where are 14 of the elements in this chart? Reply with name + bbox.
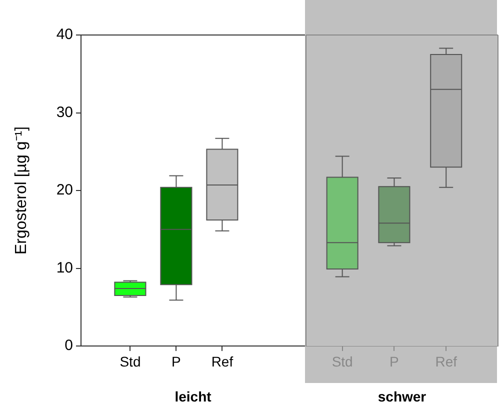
x-tick-label: Ref [211,353,234,370]
y-axis-title: Ergosterol [µg g⁻¹] [13,126,30,255]
y-tick-label: 30 [56,104,73,121]
y-tick-label: 0 [64,337,73,354]
x-tick-label: Std [332,353,353,370]
x-tick-label: P [172,353,181,370]
x-tick-label: Ref [435,353,458,370]
x-axis-title: leicht [174,388,212,404]
y-tick-label: 10 [56,259,73,276]
y-tick-label: 40 [56,26,73,44]
x-tick-label: Std [120,353,141,370]
x-tick-label: P [390,353,399,370]
y-tick-label: 20 [56,182,73,199]
x-axis-title: schwer [378,388,427,404]
